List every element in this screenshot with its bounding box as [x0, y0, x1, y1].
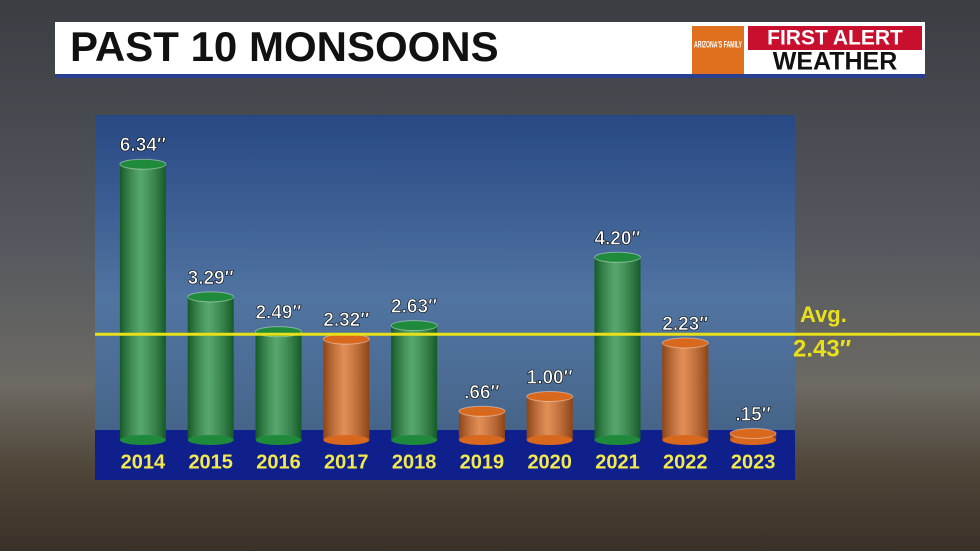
bar-bottom — [662, 435, 709, 445]
x-tick-label: 2016 — [256, 451, 301, 473]
bar-cap — [594, 251, 641, 263]
bar-bottom — [323, 435, 370, 445]
bar-cap — [661, 337, 709, 349]
x-tick-label: 2014 — [121, 451, 166, 473]
x-tick-label: 2019 — [460, 451, 505, 473]
bar-bottom — [526, 435, 573, 445]
value-label: 4.20″ — [594, 228, 640, 249]
value-label: 2.63″ — [391, 297, 437, 318]
x-tick-label: 2018 — [392, 451, 437, 473]
bar-bottom — [255, 435, 302, 445]
value-label: 2.23″ — [662, 314, 708, 335]
bar-cap — [729, 427, 777, 439]
bar-shade — [391, 325, 438, 440]
value-label: 2.32″ — [323, 310, 369, 331]
value-label: .15″ — [735, 404, 771, 425]
bar-bottom — [594, 435, 641, 445]
bar-shade — [526, 396, 573, 440]
logo-box — [692, 26, 744, 74]
bar-bottom — [119, 435, 166, 445]
bar-cap — [526, 391, 574, 402]
bar-cap — [390, 320, 438, 332]
x-tick-label: 2020 — [527, 451, 572, 473]
average-value: 2.43″ — [793, 336, 852, 363]
x-tick-label: 2023 — [731, 451, 776, 473]
x-tick-label: 2021 — [595, 451, 640, 473]
value-label: 2.49″ — [255, 303, 301, 324]
bar-shade — [119, 164, 166, 440]
bar-cap — [187, 291, 235, 303]
logo-banner — [748, 26, 922, 50]
value-label: .66″ — [464, 382, 500, 403]
bar-bottom — [187, 435, 234, 445]
logo-line1: FIRST ALERT — [767, 27, 903, 50]
bar-cap — [119, 158, 167, 170]
bar-bottom — [458, 435, 505, 445]
x-tick-label: 2022 — [663, 451, 708, 473]
x-tick-label: 2015 — [188, 451, 233, 473]
title-underline — [55, 74, 925, 78]
bar-shade — [187, 296, 234, 440]
average-label: Avg. — [800, 302, 847, 327]
bar-shade — [662, 342, 709, 440]
bar-bottom — [391, 435, 438, 445]
chart-title: PAST 10 MONSOONS — [70, 23, 499, 70]
logo-line2: WEATHER — [773, 48, 898, 76]
value-label: 6.34″ — [120, 135, 166, 156]
bar-shade — [323, 339, 370, 440]
bar-shade — [255, 331, 302, 440]
bar-shade — [594, 257, 641, 440]
value-label: 3.29″ — [188, 268, 234, 289]
logo-station: ARIZONA'S FAMILY — [694, 39, 742, 49]
bar-cap — [458, 405, 506, 417]
x-tick-label: 2017 — [324, 451, 369, 473]
value-label: 1.00″ — [527, 368, 573, 389]
